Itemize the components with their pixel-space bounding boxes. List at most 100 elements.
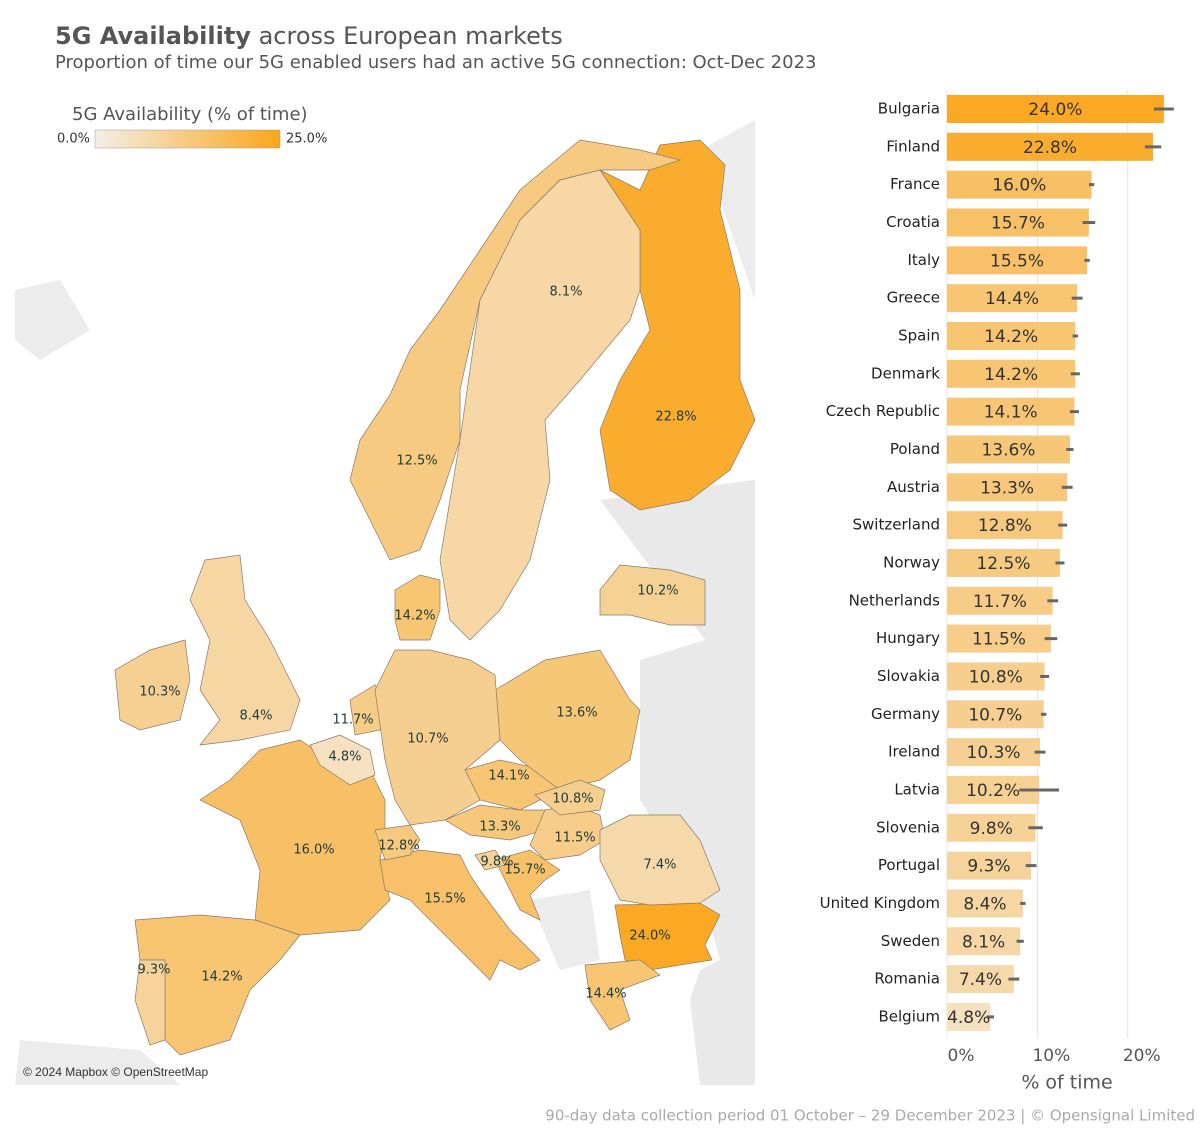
y-tick-label: Slovenia (876, 818, 940, 836)
y-tick-label: Switzerland (853, 516, 941, 534)
country (614, 902, 721, 971)
map-value-label: 10.7% (407, 732, 448, 747)
country (379, 849, 541, 981)
map: 24.0% 22.8% 16.0% 15.7% 15.5% 14.4% 14.2% 14.2%… (15, 90, 756, 1085)
map-value-label: 11.5% (554, 831, 595, 846)
x-tick-label: 0% (948, 1046, 975, 1066)
map-value-label: 4.8% (328, 750, 361, 765)
legend-max: 25.0% (286, 132, 327, 147)
title-rest: across European markets (259, 22, 563, 50)
country (584, 959, 661, 1031)
map-value-label: 14.2% (394, 609, 435, 624)
bar (947, 813, 1036, 842)
y-tick-label: Norway (883, 553, 940, 571)
y-tick-label: Sweden (881, 932, 940, 950)
y-tick-label: Czech Republic (826, 402, 940, 420)
map-value-label: 16.0% (293, 843, 334, 858)
bar-value-label: 13.3% (980, 478, 1034, 498)
country (494, 849, 561, 921)
y-tick-label: Croatia (886, 213, 940, 231)
country (494, 649, 641, 791)
y-tick-label: Slovakia (877, 667, 940, 685)
bar-value-label: 7.4% (959, 970, 1002, 990)
map-value-label: 14.1% (488, 769, 529, 784)
bar-value-label: 12.8% (978, 516, 1032, 536)
bar (947, 662, 1045, 691)
bar (947, 851, 1032, 880)
bar-value-label: 9.8% (970, 819, 1013, 839)
map-value-label: 13.6% (556, 706, 597, 721)
bar-value-label: 15.5% (990, 251, 1044, 271)
map-value-label: 7.4% (643, 858, 676, 873)
y-tick-label: France (890, 175, 940, 193)
map-value-label: 12.8% (378, 839, 419, 854)
chart-title: 5G Availability across European markets (55, 22, 563, 50)
map-value-label: 10.3% (139, 685, 180, 700)
y-tick-label: Netherlands (849, 591, 941, 609)
y-tick-label: Hungary (876, 629, 940, 647)
map-value-label: 10.8% (552, 792, 593, 807)
country (134, 959, 166, 1046)
map-value-label: 8.1% (549, 285, 582, 300)
x-tick-label: 20% (1123, 1046, 1161, 1066)
y-tick-label: Germany (871, 705, 940, 723)
bar-value-label: 16.0% (992, 176, 1046, 196)
bar-value-label: 15.7% (991, 213, 1045, 233)
bar (947, 548, 1060, 577)
legend-gradient (94, 129, 281, 149)
y-tick-label: Austria (887, 478, 940, 496)
bar-value-label: 14.1% (984, 403, 1038, 423)
map-value-label: 13.3% (479, 820, 520, 835)
bar (947, 700, 1044, 729)
y-tick-label: Ireland (888, 743, 940, 761)
bar-value-label: 10.3% (967, 743, 1021, 763)
country (374, 649, 501, 826)
bar-value-label: 14.2% (984, 327, 1038, 347)
bar-value-label: 13.6% (981, 440, 1035, 460)
bar (947, 511, 1063, 540)
country (394, 574, 441, 641)
bar-value-label: 10.2% (966, 781, 1020, 801)
bar-value-label: 24.0% (1028, 100, 1082, 120)
map-value-label: 10.2% (637, 584, 678, 599)
land (15, 1040, 180, 1085)
map-value-label: 8.4% (239, 709, 272, 724)
y-tick-label: Spain (898, 326, 940, 344)
bar (947, 246, 1088, 275)
y-tick-label: United Kingdom (820, 894, 940, 912)
bar-value-label: 22.8% (1023, 138, 1077, 158)
country (309, 734, 376, 786)
bar (947, 435, 1070, 464)
bar-value-label: 10.7% (968, 705, 1022, 725)
country (439, 169, 641, 641)
bar (947, 1002, 991, 1031)
bar (947, 208, 1089, 237)
bar (947, 95, 1164, 123)
bar-value-label: 8.4% (963, 894, 1006, 914)
subtitle: Proportion of time our 5G enabled users … (55, 52, 816, 73)
bar-value-label: 11.5% (972, 630, 1026, 650)
y-tick-label: Finland (886, 137, 940, 155)
map-value-label: 11.7% (332, 713, 373, 728)
bar-value-label: 9.3% (967, 857, 1010, 877)
country (189, 554, 301, 746)
map-value-label: 12.5% (396, 454, 437, 469)
map-value-label: 14.4% (585, 987, 626, 1002)
bar-value-label: 4.8% (947, 1008, 990, 1028)
bar (947, 359, 1076, 388)
bar (947, 965, 1014, 994)
map-value-label: 9.8% (480, 855, 513, 870)
map-value-label: 9.3% (137, 963, 170, 978)
land (530, 890, 600, 970)
map-value-label: 22.8% (655, 410, 696, 425)
legend-min: 0.0% (57, 132, 90, 147)
map-value-label: 15.7% (504, 863, 545, 878)
country (598, 139, 756, 511)
bar (947, 473, 1068, 502)
bar-value-label: 11.7% (973, 592, 1027, 612)
bar-value-label: 10.8% (969, 667, 1023, 687)
x-tick-label: 10% (1032, 1046, 1070, 1066)
bar (947, 927, 1021, 956)
footer: 90-day data collection period 01 October… (545, 1107, 1195, 1125)
